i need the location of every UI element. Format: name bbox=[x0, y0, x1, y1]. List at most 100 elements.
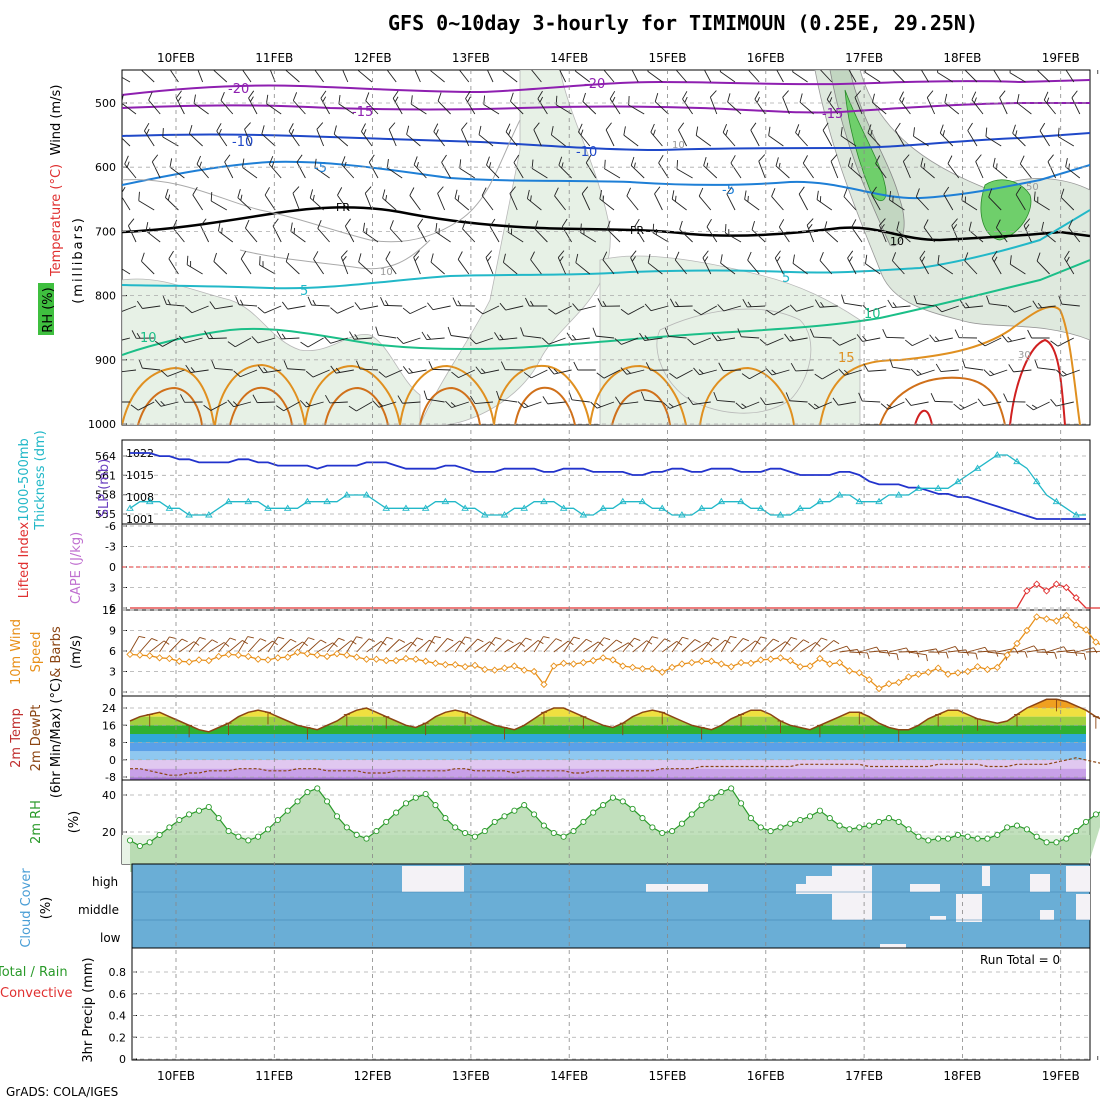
wind-barb bbox=[445, 640, 466, 653]
wind-barb bbox=[437, 92, 451, 115]
barb-flag bbox=[1056, 369, 1064, 377]
barb-staff bbox=[1036, 260, 1050, 275]
wind-speed-marker bbox=[579, 658, 587, 667]
rh-marker bbox=[1073, 828, 1080, 835]
barb-flag bbox=[189, 125, 193, 134]
barb-staff bbox=[356, 638, 370, 653]
barb-staff bbox=[503, 262, 518, 275]
barb-staff bbox=[816, 199, 833, 211]
barb-flag bbox=[988, 188, 993, 198]
date-label: 17FEB bbox=[845, 51, 883, 65]
barb-flag bbox=[802, 155, 808, 164]
wind-barb bbox=[863, 363, 887, 372]
barb-flag bbox=[144, 122, 150, 132]
barb-flag bbox=[819, 251, 824, 261]
wind-barb bbox=[747, 251, 760, 275]
barb-flag bbox=[356, 636, 363, 639]
barb-flag bbox=[913, 127, 915, 137]
barb-staff bbox=[213, 261, 228, 275]
wind-barb bbox=[647, 70, 663, 83]
barb-flag bbox=[575, 253, 579, 263]
barb-staff bbox=[524, 401, 542, 409]
wind-barb bbox=[554, 187, 566, 211]
rh-marker bbox=[225, 828, 232, 835]
barb-flag bbox=[168, 250, 174, 259]
barb-staff bbox=[725, 232, 742, 243]
barb-flag bbox=[930, 393, 936, 402]
barb-staff bbox=[330, 337, 348, 344]
wind-barb bbox=[790, 362, 814, 372]
barb-staff bbox=[216, 130, 228, 147]
barb-flag bbox=[502, 253, 506, 263]
barb-flag bbox=[765, 368, 773, 376]
barb-staff bbox=[307, 337, 324, 348]
wind-barb bbox=[457, 251, 470, 275]
barb-flag bbox=[526, 189, 530, 199]
wind-barb bbox=[771, 187, 784, 211]
wind-barb bbox=[470, 395, 494, 405]
wind-barb bbox=[481, 187, 494, 211]
rh-marker bbox=[550, 829, 557, 837]
wind-barb bbox=[720, 254, 736, 275]
wind-barb bbox=[671, 636, 689, 653]
wind-barb bbox=[277, 638, 297, 653]
barb-flag bbox=[771, 369, 777, 375]
barb-staff bbox=[292, 193, 300, 211]
wind-speed-marker bbox=[1082, 626, 1090, 634]
barb-staff bbox=[844, 302, 863, 307]
barb-staff bbox=[965, 367, 984, 371]
temp-band bbox=[130, 725, 1086, 734]
wind-barb bbox=[122, 133, 131, 147]
barb-staff bbox=[144, 130, 155, 147]
barb-staff bbox=[167, 369, 185, 377]
wind-barb bbox=[742, 298, 766, 308]
barb-flag bbox=[151, 154, 159, 163]
barb-staff bbox=[867, 132, 881, 147]
wind-speed-marker bbox=[638, 665, 647, 673]
barb-staff bbox=[214, 305, 233, 310]
barb-staff bbox=[139, 638, 153, 653]
barb-staff bbox=[475, 337, 494, 345]
barb-flag bbox=[789, 304, 797, 312]
barb-flag bbox=[628, 59, 637, 66]
y-tick-label: 555 bbox=[95, 508, 116, 521]
barb-flag bbox=[892, 196, 894, 203]
barb-staff bbox=[888, 647, 907, 653]
barb-flag bbox=[615, 396, 621, 405]
barb-staff bbox=[839, 649, 858, 653]
barb-flag bbox=[500, 361, 506, 370]
barb-staff bbox=[1039, 130, 1050, 147]
barb-flag bbox=[730, 635, 737, 639]
rh-marker bbox=[639, 815, 646, 822]
wind10m-barbs bbox=[129, 635, 1100, 662]
wind-speed-marker bbox=[1023, 626, 1031, 635]
wind-barb bbox=[428, 361, 451, 371]
barb-flag bbox=[646, 640, 653, 645]
wind-barb bbox=[537, 90, 548, 115]
barb-staff bbox=[1037, 367, 1056, 371]
date-label: 11FEB bbox=[255, 1069, 293, 1083]
barb-staff bbox=[674, 70, 687, 83]
rh-marker bbox=[126, 837, 134, 844]
barb-flag bbox=[108, 394, 112, 402]
barb-flag bbox=[1007, 305, 1015, 313]
barb-flag bbox=[162, 295, 167, 305]
wind-barb bbox=[523, 640, 544, 653]
wind-barb bbox=[816, 190, 833, 211]
barb-flag bbox=[1068, 163, 1070, 170]
barb-flag bbox=[775, 65, 781, 70]
wind-barb bbox=[138, 359, 161, 371]
barb-staff bbox=[960, 401, 978, 411]
barb-staff bbox=[287, 305, 306, 310]
wind-barb bbox=[711, 639, 731, 653]
wind-barb bbox=[307, 296, 330, 307]
barb-flag bbox=[136, 300, 143, 309]
barb-staff bbox=[507, 231, 524, 243]
wind-speed-marker bbox=[737, 658, 745, 667]
barb-staff bbox=[709, 97, 718, 115]
li-marker bbox=[1062, 583, 1070, 592]
barb-flag bbox=[250, 96, 254, 102]
barb-flag bbox=[499, 334, 504, 340]
barb-flag bbox=[814, 299, 821, 308]
wind-barb bbox=[628, 59, 639, 83]
